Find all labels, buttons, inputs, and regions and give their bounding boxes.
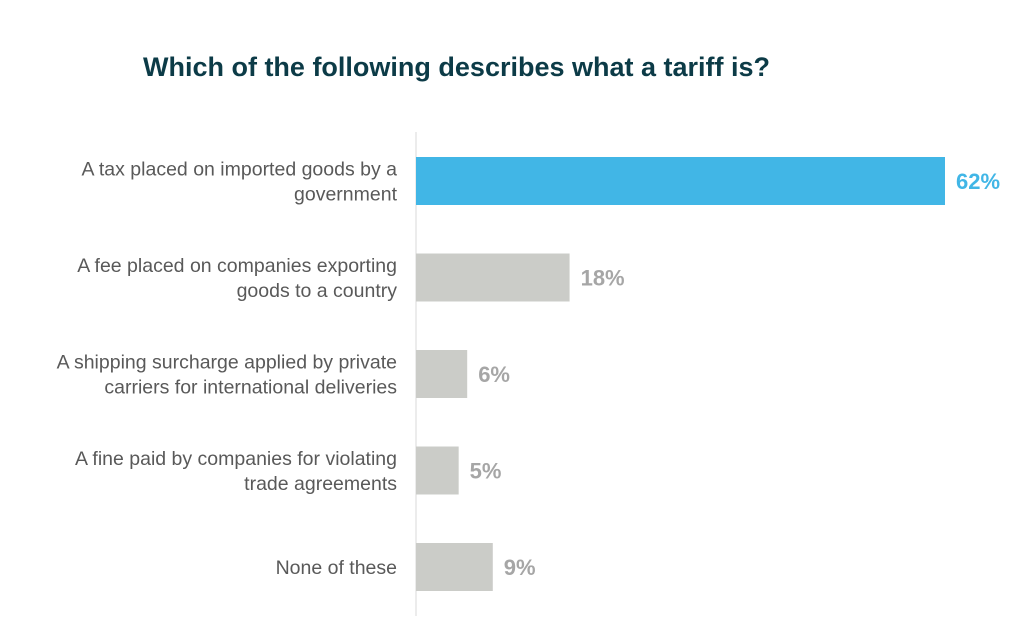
category-label-2: A fee placed on companies exporting goods…	[77, 255, 397, 302]
bar-4	[416, 446, 459, 495]
value-labels-group: 62% 18% 6% 5% 9%	[470, 169, 1000, 580]
bars-group	[416, 157, 945, 591]
value-label-5: 9%	[504, 555, 536, 580]
value-label-1: 62%	[956, 169, 1000, 194]
category-label-5: None of these	[276, 557, 397, 579]
chart-title: Which of the following describes what a …	[142, 52, 771, 82]
category-label-4: A fine paid by companies for violating tr…	[75, 448, 397, 495]
category-label-3: A shipping surcharge applied by private c…	[57, 352, 398, 399]
bar-2	[416, 253, 570, 302]
value-label-3: 6%	[478, 362, 510, 387]
category-labels-group: A tax placed on imported goods by a gover…	[57, 159, 398, 580]
value-label-2: 18%	[581, 266, 625, 291]
value-label-4: 5%	[470, 459, 502, 484]
bar-1	[416, 157, 945, 205]
category-label-1: A tax placed on imported goods by a gover…	[82, 159, 398, 206]
bar-5	[416, 543, 493, 591]
bar-3	[416, 350, 468, 398]
